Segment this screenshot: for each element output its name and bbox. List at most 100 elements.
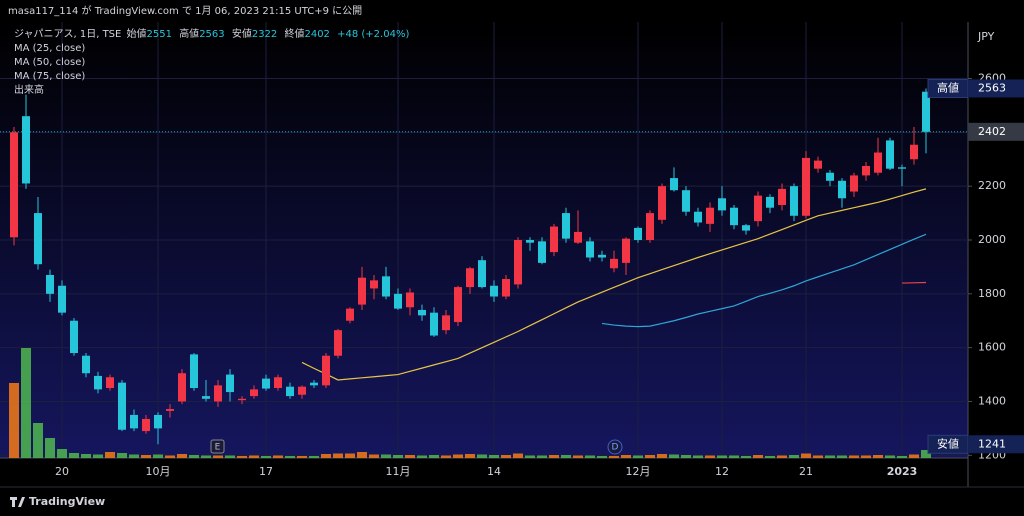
- candle-body: [106, 377, 114, 389]
- volume-bar: [297, 456, 307, 458]
- candle-body: [478, 260, 486, 288]
- volume-bar: [9, 383, 19, 458]
- volume-bar: [693, 455, 703, 458]
- candle-body: [238, 398, 246, 401]
- candle-body: [262, 378, 270, 389]
- candle-body: [502, 279, 510, 297]
- candle-body: [58, 285, 66, 313]
- candle-body: [718, 198, 726, 211]
- volume-bar: [177, 454, 187, 458]
- legend-value: 2402: [304, 29, 330, 40]
- candle-body: [874, 152, 882, 173]
- candle-body: [118, 382, 126, 430]
- volume-bar: [69, 453, 79, 458]
- legend-value: 2551: [146, 29, 172, 40]
- candle-body: [490, 285, 498, 297]
- volume-bar: [873, 455, 883, 458]
- volume-bar: [273, 455, 283, 458]
- volume-bar: [765, 456, 775, 458]
- volume-bar: [465, 454, 475, 458]
- volume-bar: [225, 455, 235, 458]
- volume-bar: [213, 455, 223, 458]
- volume-bar: [141, 455, 151, 458]
- candle-body: [250, 389, 258, 397]
- volume-bar: [189, 455, 199, 458]
- currency: JPY: [977, 30, 995, 43]
- candle-body: [82, 355, 90, 374]
- candle-body: [838, 180, 846, 199]
- candle-body: [862, 165, 870, 176]
- candle-body: [190, 354, 198, 389]
- volume-bar: [309, 456, 319, 458]
- candle-body: [10, 132, 18, 238]
- candle-body: [562, 213, 570, 239]
- event-circle: [607, 439, 623, 455]
- volume-bar: [813, 455, 823, 458]
- candle-body: [70, 320, 78, 354]
- x-tick-label: 2023: [887, 465, 918, 478]
- volume-bar: [321, 454, 331, 458]
- legend-label: 高値: [179, 29, 200, 40]
- ma-line: [301, 188, 927, 381]
- x-tick-label: 17: [259, 465, 273, 478]
- legend-row: MA (75, close): [14, 71, 86, 82]
- candle-body: [382, 276, 390, 297]
- candle-body: [730, 207, 738, 226]
- legend-change: +48 (+2.04%): [337, 29, 410, 40]
- volume-bar: [789, 455, 799, 458]
- legend-value: 2563: [199, 29, 225, 40]
- event-label: D: [612, 443, 619, 453]
- legend-row: ジャパニアス, 1日, TSE 始値2551 高値2563 安値2322 終値2…: [14, 28, 413, 42]
- price-tag: [968, 122, 1024, 141]
- candle-body: [334, 330, 342, 356]
- volume-bar: [117, 453, 127, 458]
- candle-body: [166, 409, 174, 411]
- x-tick-label: 11月: [386, 465, 411, 478]
- volume-bar: [741, 456, 751, 458]
- candle-body: [634, 227, 642, 240]
- header: masa117_114 が TradingView.com で 1月 06, 2…: [8, 4, 362, 17]
- candle-body: [154, 414, 162, 429]
- volume-bar: [333, 453, 343, 458]
- candle-body: [454, 287, 462, 323]
- volume-bar: [729, 455, 739, 458]
- volume-bar: [825, 455, 835, 458]
- x-tick-label: 20: [55, 465, 69, 478]
- ma-line: [901, 281, 927, 284]
- volume-bar: [669, 454, 679, 458]
- volume-bar: [57, 449, 67, 458]
- candle-body: [802, 157, 810, 216]
- candle-body: [358, 277, 366, 305]
- volume-bar: [381, 454, 391, 458]
- candle-body: [646, 213, 654, 240]
- extreme-tag-value: 2563: [978, 81, 1006, 94]
- candle-body: [790, 186, 798, 216]
- candle-body: [202, 396, 210, 399]
- legend-label: 始値: [126, 29, 147, 40]
- volume-bar: [585, 455, 595, 458]
- candle-body: [574, 231, 582, 243]
- candle-body: [418, 309, 426, 316]
- x-tick-label: 10月: [146, 465, 171, 478]
- legend-row: MA (50, close): [14, 57, 86, 68]
- candle-body: [826, 172, 834, 181]
- volume-bar: [897, 456, 907, 458]
- candle-body: [610, 258, 618, 269]
- event-label: E: [215, 443, 221, 453]
- candle-body: [586, 241, 594, 258]
- plot: [0, 22, 968, 458]
- y-tick-label: 2200: [978, 179, 1006, 192]
- candle-body: [34, 213, 42, 265]
- candle-body: [550, 226, 558, 253]
- candle-body: [598, 254, 606, 258]
- y-tick-label: 1600: [978, 341, 1006, 354]
- candle-body: [694, 211, 702, 223]
- volume-bar: [681, 455, 691, 458]
- candle-body: [442, 315, 450, 331]
- volume-bar: [621, 455, 631, 458]
- candle-body: [430, 312, 438, 336]
- volume-bar: [105, 452, 115, 458]
- candle-body: [394, 293, 402, 309]
- volume-bar: [645, 455, 655, 458]
